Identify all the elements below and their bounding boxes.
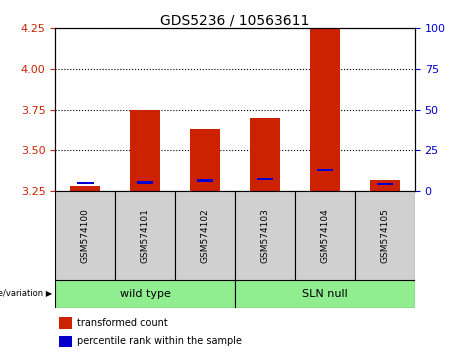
Bar — [355, 191, 415, 280]
Text: transformed count: transformed count — [77, 318, 168, 328]
Bar — [257, 178, 273, 180]
Bar — [137, 181, 154, 183]
Bar — [70, 186, 100, 191]
Bar — [377, 183, 393, 185]
Bar — [175, 191, 235, 280]
Text: GSM574102: GSM574102 — [201, 208, 210, 263]
Bar — [55, 191, 115, 280]
Text: wild type: wild type — [120, 289, 171, 299]
Text: genotype/variation ▶: genotype/variation ▶ — [0, 289, 53, 298]
Text: GSM574104: GSM574104 — [320, 208, 330, 263]
Title: GDS5236 / 10563611: GDS5236 / 10563611 — [160, 13, 310, 27]
Bar — [130, 110, 160, 191]
Text: GSM574100: GSM574100 — [81, 208, 90, 263]
Bar — [317, 169, 333, 171]
Text: percentile rank within the sample: percentile rank within the sample — [77, 336, 242, 346]
Bar — [235, 191, 295, 280]
Bar — [295, 191, 355, 280]
Bar — [370, 180, 400, 191]
Bar — [59, 336, 71, 347]
Bar — [190, 129, 220, 191]
Bar — [59, 317, 71, 329]
Bar — [250, 118, 280, 191]
Bar — [235, 280, 415, 308]
Bar — [77, 182, 94, 184]
Text: GSM574103: GSM574103 — [260, 208, 270, 263]
Bar — [197, 179, 213, 182]
Bar — [55, 280, 235, 308]
Bar — [115, 191, 175, 280]
Text: SLN null: SLN null — [302, 289, 348, 299]
Bar — [310, 28, 340, 191]
Text: GSM574105: GSM574105 — [380, 208, 390, 263]
Text: GSM574101: GSM574101 — [141, 208, 150, 263]
